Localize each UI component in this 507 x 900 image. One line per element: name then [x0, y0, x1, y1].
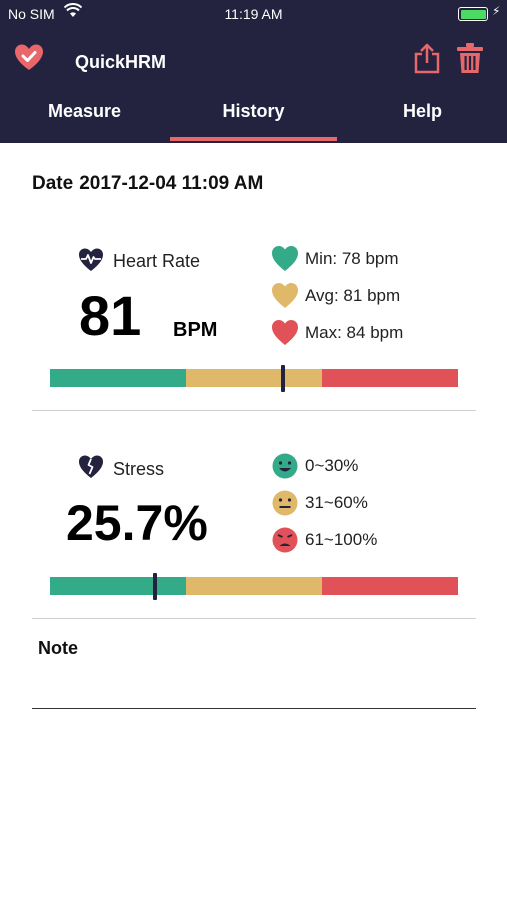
heart-pulse-icon — [78, 247, 104, 278]
note-label: Note — [38, 638, 78, 658]
app-title: QuickHRM — [75, 52, 167, 72]
min-text: Min: 78 bpm — [305, 249, 399, 268]
stress-scale — [50, 573, 458, 600]
date-value: 2017-12-04 11:09 AM — [79, 173, 264, 194]
stress-value: 25.7% — [66, 495, 208, 551]
trash-icon[interactable] — [456, 42, 484, 79]
range-high-text: 61~100% — [305, 530, 378, 549]
heart-rate-scale — [50, 365, 458, 392]
scale-red-segment — [322, 369, 458, 387]
max-text: Max: 84 bpm — [305, 323, 404, 342]
heart-rate-label: Heart Rate — [113, 251, 201, 271]
scale-amber-segment — [186, 577, 322, 595]
tab-history[interactable]: History — [169, 88, 338, 143]
avg-text: Avg: 81 bpm — [305, 286, 401, 305]
happy-face-icon — [272, 453, 298, 479]
record-date: Date 2017-12-04 11:09 AM — [32, 173, 263, 195]
app-bar: QuickHRM — [0, 38, 507, 84]
carrier-label: No SIM — [8, 6, 55, 22]
tab-bar: Measure History Help — [0, 88, 507, 143]
date-label: Date — [32, 173, 74, 194]
tab-help[interactable]: Help — [402, 101, 442, 121]
heart-rate-unit: BPM — [173, 319, 218, 341]
heart-rate-value: 81 — [79, 284, 142, 347]
heart-check-logo-icon — [14, 43, 44, 78]
status-bar: No SIM 11:19 AM ⚡ — [0, 0, 507, 28]
section-divider — [32, 618, 476, 619]
broken-heart-icon — [78, 454, 104, 485]
app-header: No SIM 11:19 AM ⚡ QuickHRM — [0, 0, 507, 143]
scale-green-segment — [50, 577, 186, 595]
note-input-line[interactable] — [32, 708, 476, 709]
heart-red-icon — [272, 320, 298, 345]
battery-icon — [458, 7, 488, 21]
heart-green-icon — [272, 246, 298, 271]
charging-icon: ⚡ — [492, 4, 501, 18]
stress-marker — [152, 573, 157, 600]
range-low-text: 0~30% — [305, 456, 359, 475]
scale-red-segment — [322, 577, 458, 595]
section-divider — [32, 410, 476, 411]
stress-label: Stress — [113, 459, 165, 479]
scale-green-segment — [50, 369, 186, 387]
heart-amber-icon — [272, 283, 298, 308]
neutral-face-icon — [272, 490, 298, 516]
scale-amber-segment — [186, 369, 322, 387]
wifi-icon — [63, 3, 83, 22]
range-mid-text: 31~60% — [305, 493, 368, 512]
share-icon[interactable] — [412, 42, 442, 79]
angry-face-icon — [272, 527, 298, 553]
status-time: 11:19 AM — [224, 6, 283, 22]
heart-rate-marker — [280, 365, 285, 392]
tab-measure[interactable]: Measure — [47, 101, 122, 121]
